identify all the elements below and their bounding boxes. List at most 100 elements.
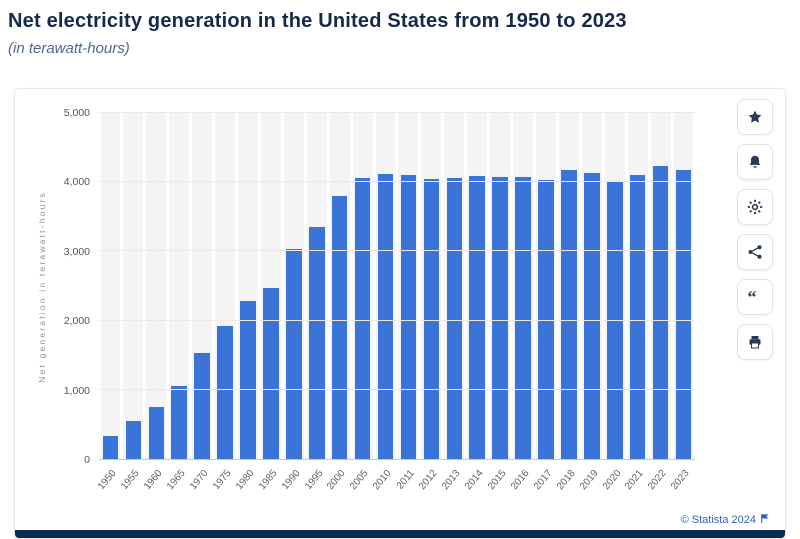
share-icon — [747, 244, 763, 260]
quote-icon: “ — [747, 289, 763, 305]
bar-column: 2021 — [623, 113, 648, 492]
bar-column: 2000 — [325, 113, 350, 492]
bar-column: 2013 — [440, 113, 465, 492]
print-icon — [747, 334, 763, 350]
bar[interactable] — [469, 175, 485, 459]
y-axis-label: Net generation in terawatt-hours — [37, 190, 47, 383]
y-axis-label-box: Net generation in terawatt-hours — [31, 113, 53, 460]
bar-column: 1980 — [234, 113, 258, 492]
bar[interactable] — [400, 175, 417, 459]
bar-column: 2011 — [395, 113, 419, 492]
bar[interactable] — [377, 173, 394, 459]
bar[interactable] — [171, 385, 187, 459]
plot-area: 1950 1955 1960 1965 1970 1975 1980 1985 1990 1995… — [96, 112, 695, 492]
x-axis-tick-label: 2023 — [669, 468, 692, 493]
bar[interactable] — [217, 326, 233, 459]
bell-icon — [747, 154, 763, 170]
x-axis-tick-label: 2011 — [394, 468, 417, 492]
bar[interactable] — [194, 352, 210, 459]
bar-column: 2019 — [578, 113, 602, 492]
x-axis-tick-label: 2021 — [623, 468, 647, 493]
bar[interactable] — [561, 169, 577, 459]
bar-column: 1990 — [280, 113, 304, 492]
bar[interactable] — [515, 176, 531, 459]
print-button[interactable] — [737, 324, 773, 360]
x-axis-tick-label: 2012 — [417, 468, 440, 493]
statista-credit[interactable]: © Statista 2024 — [681, 513, 771, 527]
gridline — [99, 181, 695, 183]
bar[interactable] — [308, 226, 325, 459]
bar-column: 1985 — [257, 113, 281, 492]
bar[interactable] — [240, 300, 256, 459]
x-axis-tick-label: 1985 — [256, 468, 280, 493]
copyright-text: © Statista 2024 — [680, 514, 756, 526]
bar[interactable] — [446, 177, 463, 459]
bar[interactable] — [286, 248, 302, 459]
bar-column: 1960 — [142, 113, 167, 492]
notifications-button[interactable] — [737, 144, 773, 180]
bar-column: 2010 — [371, 113, 396, 492]
x-axis-tick-label: 2005 — [348, 468, 372, 493]
bar-column: 2012 — [417, 113, 442, 492]
bottom-bar — [15, 530, 785, 538]
bar[interactable] — [102, 435, 119, 459]
bar-column: 2014 — [463, 113, 488, 492]
svg-text:“: “ — [748, 289, 757, 305]
bar-column: 1995 — [302, 113, 327, 492]
x-axis-tick-label: 2015 — [485, 468, 509, 493]
bar-column: 2015 — [486, 113, 511, 492]
bar-column: 2022 — [646, 113, 671, 492]
settings-button[interactable] — [737, 189, 773, 225]
bar[interactable] — [584, 173, 600, 459]
x-axis-tick-label: 2022 — [646, 468, 670, 493]
y-axis-tick-label: 2,000 — [63, 315, 90, 328]
x-axis-tick-label: 1975 — [210, 468, 234, 493]
bar-column: 1955 — [119, 113, 144, 492]
x-axis-tick-label: 2020 — [600, 468, 624, 493]
chart-card: Net generation in terawatt-hours 0 1,000 2… — [14, 88, 786, 539]
y-axis-tick-label: 3,000 — [63, 245, 90, 258]
bar[interactable] — [675, 169, 692, 459]
x-axis-tick-label: 2017 — [531, 468, 555, 493]
bar-column: 2016 — [509, 113, 534, 492]
x-axis-tick-label: 1960 — [142, 468, 165, 493]
bar[interactable] — [331, 195, 348, 459]
x-axis-tick-label: 1955 — [119, 468, 142, 493]
gear-icon — [747, 199, 763, 215]
x-axis-tick-label: 1990 — [279, 468, 303, 493]
bar-column: 2023 — [669, 113, 694, 492]
bar[interactable] — [125, 420, 142, 459]
y-axis-tick-label: 1,000 — [63, 384, 90, 397]
x-axis-tick-label: 1965 — [164, 468, 188, 493]
y-axis-tick-label: 0 — [84, 454, 90, 466]
flag-icon — [760, 513, 771, 527]
gridline — [99, 112, 695, 113]
x-axis-tick-label: 2000 — [325, 468, 349, 493]
bar-column: 2017 — [532, 113, 556, 492]
bar[interactable] — [148, 406, 165, 459]
chart-toolbar: “ — [737, 99, 773, 360]
bar[interactable] — [263, 287, 279, 459]
bar-column: 2018 — [555, 113, 579, 492]
x-axis-tick-label: 2010 — [371, 468, 394, 493]
page-title: Net electricity generation in the United… — [8, 10, 627, 32]
x-axis-tick-label: 2014 — [462, 468, 486, 493]
bar[interactable] — [492, 176, 508, 459]
x-axis-tick-label: 2018 — [554, 468, 578, 493]
favorite-button[interactable] — [737, 99, 773, 135]
bar[interactable] — [629, 174, 646, 459]
bar-column: 1950 — [96, 113, 121, 492]
y-axis-ticks: 0 1,000 2,000 3,000 4,000 5,000 — [53, 107, 99, 466]
citation-button[interactable]: “ — [737, 279, 773, 315]
gridline — [99, 319, 695, 321]
x-axis-tick-label: 2019 — [577, 468, 601, 493]
y-axis-tick-label: 4,000 — [63, 176, 90, 189]
y-axis-tick-label: 5,000 — [63, 107, 90, 119]
bar[interactable] — [652, 166, 669, 459]
x-axis-tick-label: 1950 — [96, 468, 119, 493]
share-button[interactable] — [737, 234, 773, 270]
bar-columns: 1950 1955 1960 1965 1970 1975 1980 1985 1990 1995… — [96, 113, 695, 492]
gridline — [99, 250, 695, 252]
x-axis-tick-label: 2016 — [508, 468, 532, 493]
